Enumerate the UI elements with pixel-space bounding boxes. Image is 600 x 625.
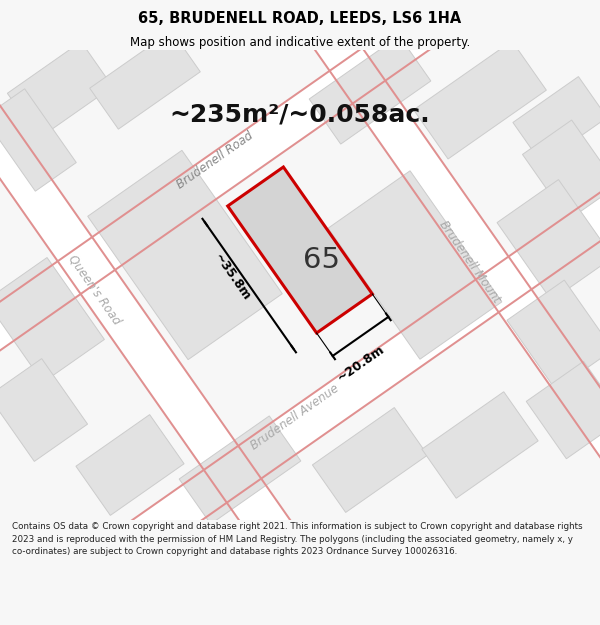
Text: Contains OS data © Crown copyright and database right 2021. This information is : Contains OS data © Crown copyright and d…	[12, 522, 583, 556]
Bar	[215, 0, 600, 625]
Bar	[276, 0, 600, 582]
Bar	[422, 392, 538, 498]
Bar	[513, 77, 600, 163]
Bar	[497, 179, 600, 301]
Text: 65, BRUDENELL ROAD, LEEDS, LS6 1HA: 65, BRUDENELL ROAD, LEEDS, LS6 1HA	[139, 11, 461, 26]
Bar	[179, 416, 301, 524]
Bar	[507, 280, 600, 390]
Bar	[413, 41, 547, 159]
Bar	[244, 0, 600, 605]
Bar	[90, 31, 200, 129]
Bar	[328, 171, 502, 359]
Text: Queen's Road: Queen's Road	[66, 253, 124, 328]
Bar	[227, 167, 373, 333]
Bar	[526, 361, 600, 459]
Bar	[523, 120, 600, 220]
Bar	[0, 258, 104, 382]
Text: Brudenell Mount: Brudenell Mount	[437, 219, 503, 306]
Text: 65: 65	[303, 246, 340, 274]
Text: Brudenell Avenue: Brudenell Avenue	[248, 382, 341, 452]
Text: ~20.8m: ~20.8m	[334, 343, 386, 385]
Bar	[7, 42, 113, 138]
Bar	[0, 0, 376, 625]
Bar	[88, 151, 282, 359]
Bar	[0, 0, 347, 601]
Bar	[0, 89, 76, 191]
Bar	[313, 408, 428, 512]
Bar	[0, 0, 600, 439]
Bar	[0, 359, 88, 461]
Bar	[309, 36, 431, 144]
Bar	[0, 0, 313, 625]
Text: ~35.8m: ~35.8m	[211, 252, 253, 304]
Bar	[0, 206, 600, 625]
Bar	[0, 0, 570, 412]
Bar	[0, 0, 547, 379]
Bar	[0, 146, 600, 625]
Text: Brudenell Road: Brudenell Road	[175, 129, 256, 191]
Bar	[0, 173, 600, 625]
Text: ~235m²/~0.058ac.: ~235m²/~0.058ac.	[170, 102, 430, 126]
Text: Map shows position and indicative extent of the property.: Map shows position and indicative extent…	[130, 36, 470, 49]
Bar	[76, 414, 184, 516]
